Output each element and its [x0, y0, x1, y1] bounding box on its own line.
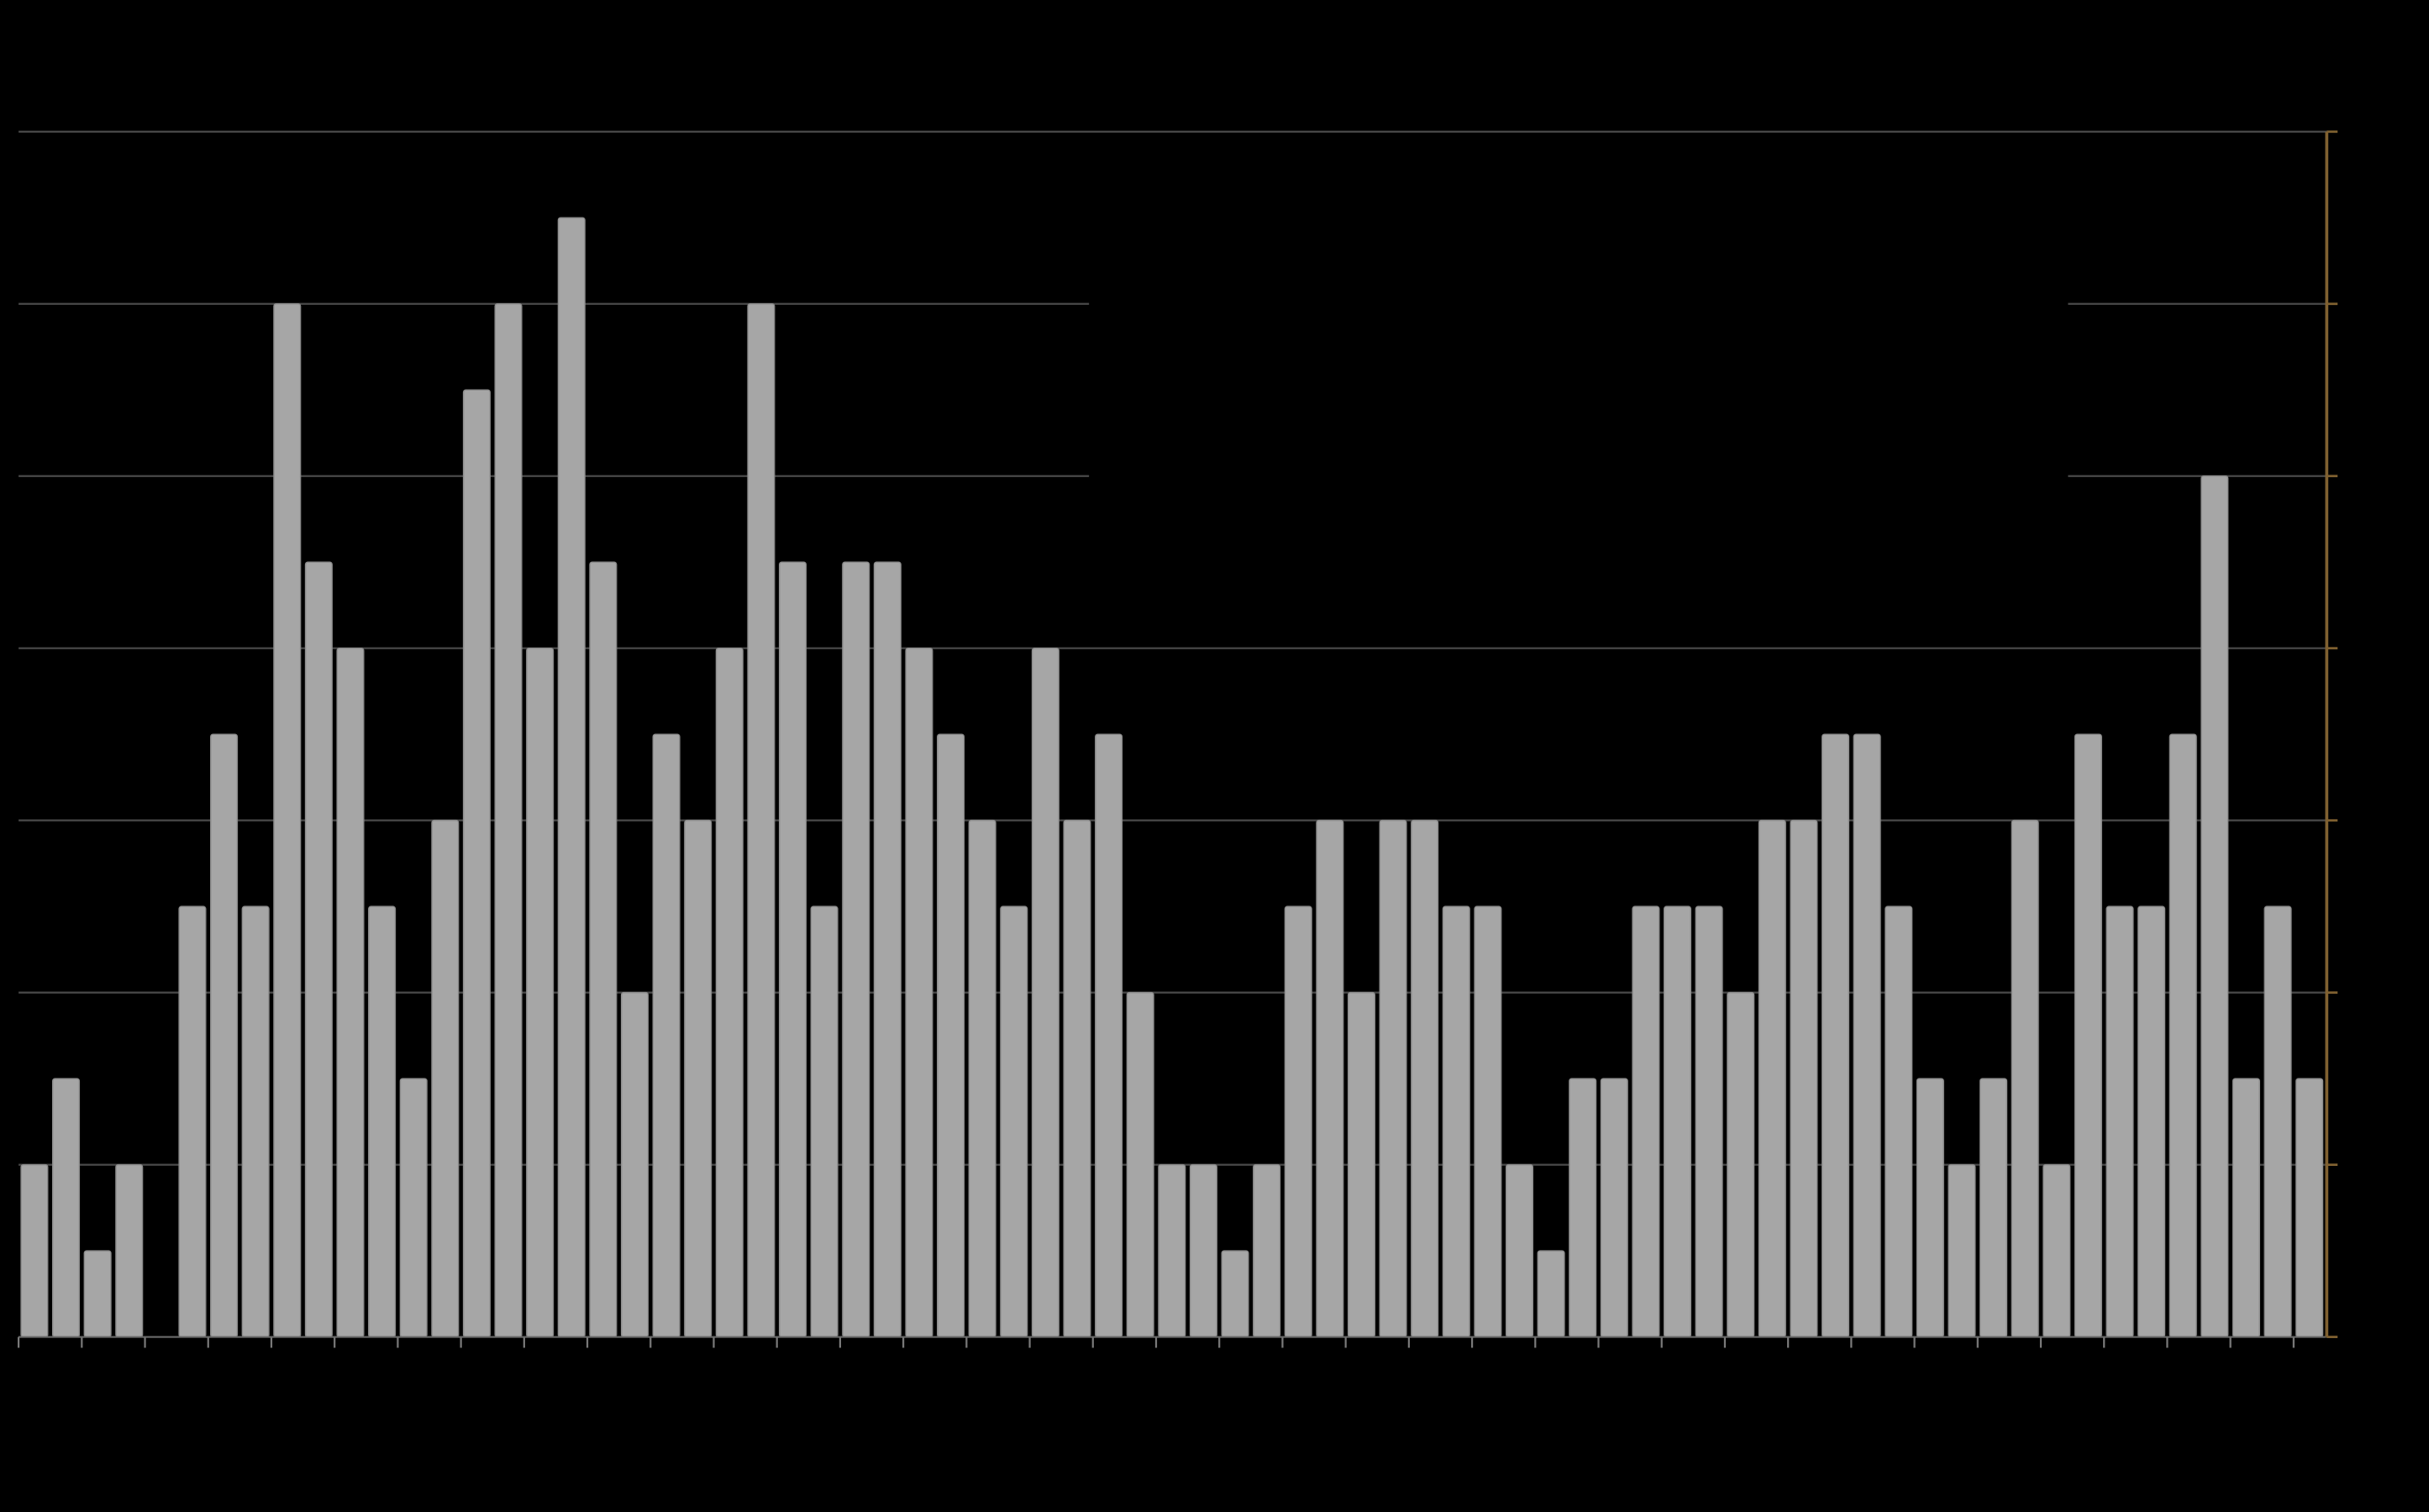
bar [2074, 733, 2102, 1338]
bar [652, 733, 681, 1338]
bar [1727, 991, 1755, 1338]
bar [83, 1250, 112, 1338]
bar [747, 303, 775, 1338]
bar [1000, 906, 1028, 1338]
bar [1095, 733, 1123, 1338]
bar [2106, 906, 2134, 1338]
bar [2011, 819, 2039, 1338]
bar [810, 906, 839, 1338]
bar [178, 906, 207, 1338]
axes [18, 130, 2338, 1348]
bar [273, 303, 302, 1338]
bar [1158, 1163, 1186, 1338]
bar [2232, 1078, 2260, 1338]
bar [2043, 1163, 2071, 1338]
bar [1916, 1078, 1944, 1338]
bar [1411, 819, 1439, 1338]
bar [368, 906, 397, 1338]
bar [1284, 906, 1312, 1338]
bar [620, 991, 649, 1338]
bar [1948, 1163, 1976, 1338]
bar [2200, 475, 2229, 1338]
bar [115, 1163, 144, 1338]
bar [1316, 819, 1344, 1338]
bar [1189, 1163, 1217, 1338]
bar [1347, 991, 1375, 1338]
bar [2295, 1078, 2324, 1338]
bar [589, 561, 618, 1338]
bar [2137, 906, 2166, 1338]
bar [1663, 906, 1692, 1338]
bar [1979, 1078, 2008, 1338]
bar [937, 733, 965, 1338]
bar [842, 561, 870, 1338]
bar [1031, 647, 1059, 1338]
bar [526, 647, 555, 1338]
bar [1790, 819, 1818, 1338]
bar [1474, 906, 1502, 1338]
bar [304, 561, 333, 1338]
bar [20, 1163, 49, 1338]
bar [1822, 733, 1850, 1338]
bar [873, 561, 902, 1338]
bar [1632, 906, 1660, 1338]
bar [1063, 819, 1091, 1338]
bar [336, 647, 365, 1338]
bar [2169, 733, 2197, 1338]
bar [1126, 991, 1154, 1338]
bar [1600, 1078, 1628, 1338]
bar [1505, 1163, 1534, 1338]
bar [1853, 733, 1881, 1338]
bar [494, 303, 523, 1338]
bar [1379, 819, 1407, 1338]
bar [968, 819, 996, 1338]
bar [905, 647, 933, 1338]
bars [20, 217, 2324, 1338]
bar [715, 647, 744, 1338]
bar [52, 1078, 81, 1338]
bar [241, 906, 270, 1338]
bar [557, 217, 586, 1338]
bar [2263, 906, 2292, 1338]
bar [1569, 1078, 1597, 1338]
bar [431, 819, 460, 1338]
bar [1537, 1250, 1565, 1338]
bar [1253, 1163, 1281, 1338]
bar [210, 733, 239, 1338]
bar [1221, 1250, 1249, 1338]
bar [684, 819, 712, 1338]
bar [1758, 819, 1786, 1338]
bar [778, 561, 807, 1338]
bar [1695, 906, 1723, 1338]
bar [1442, 906, 1470, 1338]
bar [399, 1078, 428, 1338]
bar [1885, 906, 1913, 1338]
bar [462, 389, 491, 1338]
overlay-panel [1089, 232, 2069, 528]
